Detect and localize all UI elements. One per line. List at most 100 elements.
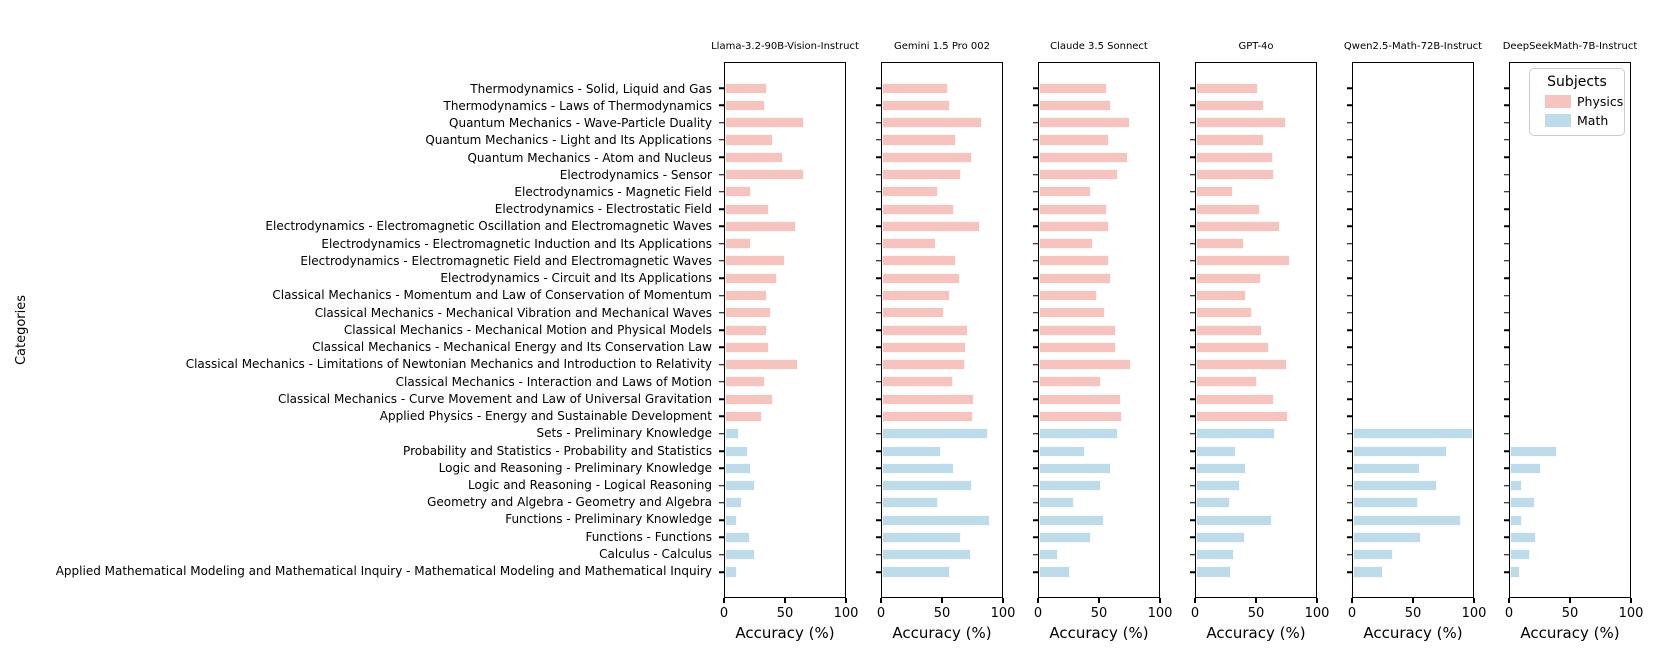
y-tick xyxy=(1504,208,1509,210)
y-tick xyxy=(876,260,881,262)
y-tick xyxy=(1347,104,1352,107)
y-tick xyxy=(1347,173,1352,176)
bar-row xyxy=(876,321,1002,338)
physics-bar xyxy=(882,410,974,422)
x-tick-label: 100 xyxy=(1147,606,1173,621)
bar-row xyxy=(876,373,1002,390)
bar-row xyxy=(1190,477,1316,494)
y-tick xyxy=(1033,415,1038,418)
math-bar xyxy=(1353,428,1473,440)
math-bar xyxy=(1039,549,1059,561)
bar-row xyxy=(719,235,845,252)
bar-row xyxy=(1033,166,1159,183)
y-tick xyxy=(1033,87,1038,89)
physics-bar xyxy=(1196,376,1258,388)
physics-bar xyxy=(725,169,805,181)
y-tick xyxy=(719,294,724,297)
y-tick xyxy=(1190,173,1195,176)
bar-row xyxy=(1033,131,1159,148)
y-tick xyxy=(876,398,881,400)
x-tick xyxy=(1508,598,1510,603)
physics-bar xyxy=(725,289,767,302)
bar-row xyxy=(1190,460,1316,477)
bar-row xyxy=(719,512,845,529)
x-tick xyxy=(784,598,786,603)
y-tick xyxy=(876,242,881,245)
math-bar xyxy=(1196,480,1241,492)
math-bar xyxy=(725,566,737,578)
physics-bar xyxy=(882,203,954,215)
math-bar xyxy=(1510,566,1520,578)
y-tick xyxy=(1190,208,1195,210)
category-row: Electrodynamics - Sensor xyxy=(0,166,712,183)
bar-row xyxy=(1504,252,1630,269)
bar-row xyxy=(1504,131,1630,148)
physics-bar xyxy=(725,307,771,319)
category-row: Electrodynamics - Magnetic Field xyxy=(0,183,712,200)
model-panel: Gemini 1.5 Pro 002 0 50 100 Accuracy (%) xyxy=(876,0,1015,664)
physics-bar xyxy=(882,186,939,198)
panel-title: Claude 3.5 Sonnect xyxy=(1050,41,1148,52)
y-tick xyxy=(1504,225,1509,228)
x-tick xyxy=(1194,598,1196,603)
bar-row xyxy=(1504,494,1630,511)
y-tick xyxy=(1347,242,1352,245)
math-bar xyxy=(882,531,962,543)
y-tick xyxy=(719,450,724,452)
x-tick xyxy=(723,598,725,603)
math-bar xyxy=(1510,445,1557,457)
physics-bar xyxy=(882,324,969,336)
y-tick xyxy=(1504,156,1509,159)
x-tick-label: 50 xyxy=(933,606,951,621)
x-tick-label: 50 xyxy=(1090,606,1108,621)
category-label: Classical Mechanics - Momentum and Law o… xyxy=(272,288,712,303)
physics-bar xyxy=(1196,134,1265,146)
bar-row xyxy=(1190,339,1316,356)
bar-row xyxy=(719,391,845,408)
math-bar xyxy=(1353,497,1418,509)
category-label: Functions - Preliminary Knowledge xyxy=(505,512,712,527)
physics-bar xyxy=(882,238,936,250)
bar-row xyxy=(876,425,1002,442)
physics-bar xyxy=(725,82,767,94)
x-tick xyxy=(1630,598,1632,603)
y-tick xyxy=(719,87,724,89)
physics-bar xyxy=(725,376,765,388)
x-tick xyxy=(1098,598,1100,603)
physics-bar xyxy=(1196,220,1280,232)
math-bar xyxy=(725,480,755,492)
plot-area xyxy=(1190,62,1317,598)
y-tick xyxy=(1504,277,1509,279)
math-bar xyxy=(1196,462,1247,474)
math-bar xyxy=(725,514,737,526)
y-tick xyxy=(1504,381,1509,383)
category-row: Quantum Mechanics - Light and Its Applic… xyxy=(0,132,712,149)
x-tick-label: 50 xyxy=(1247,606,1265,621)
bar-row xyxy=(719,166,845,183)
physics-bar xyxy=(1039,272,1111,284)
y-tick xyxy=(1190,191,1195,193)
bar-row xyxy=(1033,356,1159,373)
bar-row xyxy=(1033,460,1159,477)
y-tick xyxy=(1190,156,1195,159)
physics-bar xyxy=(1196,324,1262,336)
bar-row xyxy=(876,442,1002,459)
bar-row xyxy=(1190,321,1316,338)
y-tick xyxy=(876,104,881,107)
category-label: Geometry and Algebra - Geometry and Alge… xyxy=(427,495,712,510)
physics-bar xyxy=(882,117,982,129)
category-label: Classical Mechanics - Mechanical Motion … xyxy=(343,322,712,337)
math-bar xyxy=(1039,514,1104,526)
y-tick xyxy=(719,398,724,400)
bar-row xyxy=(1190,200,1316,217)
bar-row xyxy=(1033,546,1159,563)
physics-bar xyxy=(1039,324,1116,336)
bar-row xyxy=(1504,200,1630,217)
category-row: Applied Physics - Energy and Sustainable… xyxy=(0,407,712,424)
bar-row xyxy=(876,477,1002,494)
category-label: Applied Physics - Energy and Sustainable… xyxy=(379,409,712,424)
bar-row xyxy=(719,477,845,494)
y-tick xyxy=(1190,502,1195,504)
category-label: Electrodynamics - Electrostatic Field xyxy=(494,202,712,217)
bar-row xyxy=(1504,149,1630,166)
